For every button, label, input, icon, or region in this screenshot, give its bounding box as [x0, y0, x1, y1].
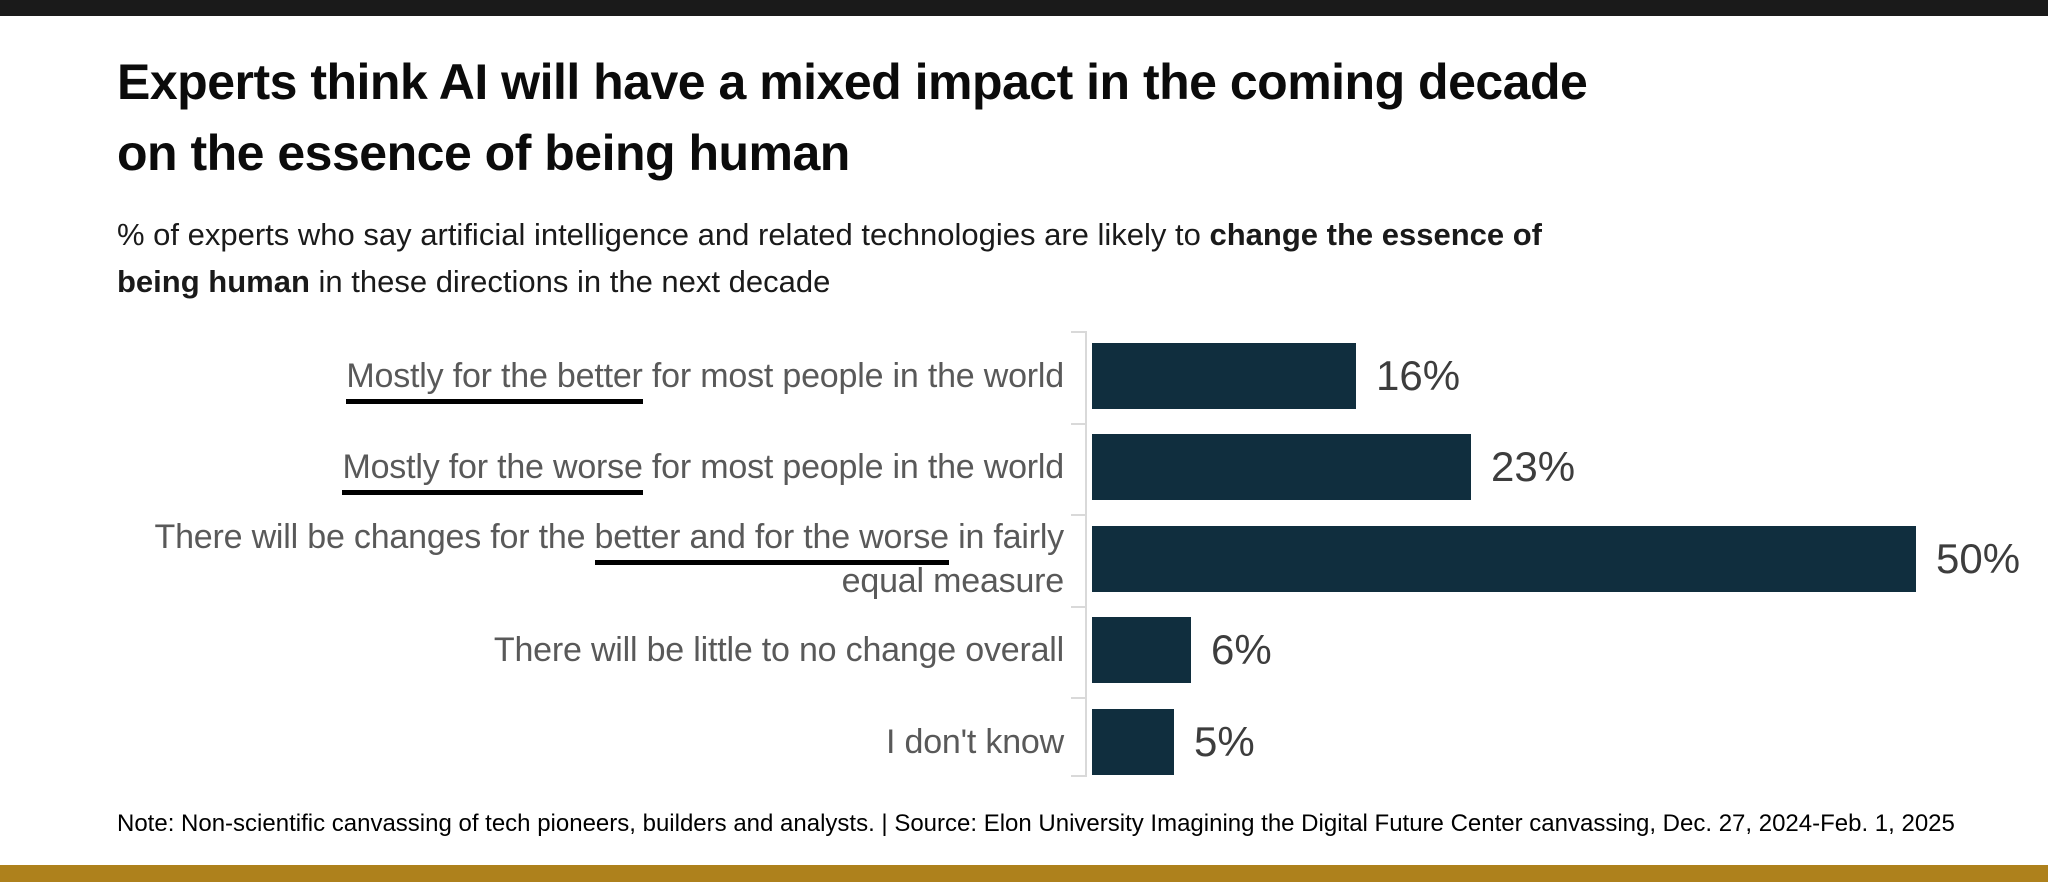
label-text: equal measure	[841, 562, 1065, 600]
underlined-label-text: better and for the worse	[594, 518, 949, 565]
label-text: for most people in the world	[642, 448, 1064, 486]
axis-tick	[1071, 606, 1087, 608]
category-label: There will be changes for the better and…	[0, 518, 1064, 600]
underlined-label-text: Mostly for the worse	[342, 448, 643, 495]
value-label: 5%	[1194, 718, 1255, 765]
label-text: for most people in the world	[642, 357, 1064, 395]
subtitle-text: % of experts who say artificial intellig…	[117, 217, 1210, 252]
source-note: Note: Non-scientific canvassing of tech …	[117, 809, 1977, 839]
axis-tick	[1071, 514, 1087, 516]
value-label: 23%	[1491, 443, 1576, 490]
chart-row-mostly-better: Mostly for the better for most people in…	[0, 343, 2048, 409]
label-text: I don't know	[886, 723, 1064, 761]
subtitle-bold-text: being human	[117, 264, 310, 299]
category-axis-line	[1085, 331, 1087, 777]
category-label: Mostly for the worse for most people in …	[0, 434, 1064, 500]
chart-subtitle-line1: % of experts who say artificial intellig…	[117, 211, 1877, 258]
subtitle-bold-text: change the essence of	[1209, 217, 1542, 252]
label-text: in fairly	[948, 518, 1064, 556]
underlined-label-text: Mostly for the better	[346, 357, 643, 404]
bar-mostly-worse	[1092, 434, 1471, 500]
chart-row-little-change: There will be little to no change overal…	[0, 617, 2048, 683]
chart-title-line2: on the essence of being human	[117, 125, 850, 181]
axis-tick	[1071, 423, 1087, 425]
value-label: 6%	[1211, 626, 1272, 673]
bar-dont-know	[1092, 709, 1174, 775]
category-label: I don't know	[0, 709, 1064, 775]
top-black-bar	[0, 0, 2048, 16]
subtitle-text: in these directions in the next decade	[309, 264, 831, 299]
note-separator: |	[881, 810, 888, 837]
chart-subtitle-line2: being human in these directions in the n…	[117, 258, 1877, 305]
label-text: There will be changes for the	[154, 518, 595, 556]
source-text: Source: Elon University Imagining the Di…	[894, 810, 1955, 837]
chart-subtitle: % of experts who say artificial intellig…	[117, 211, 1877, 305]
value-label: 50%	[1936, 535, 2021, 582]
value-label: 16%	[1376, 352, 1461, 399]
chart-title: Experts think AI will have a mixed impac…	[117, 47, 1977, 189]
chart-row-mostly-worse: Mostly for the worse for most people in …	[0, 434, 2048, 500]
bar-mostly-better	[1092, 343, 1356, 409]
chart-title-line1: Experts think AI will have a mixed impac…	[117, 54, 1588, 110]
category-label: There will be little to no change overal…	[0, 617, 1064, 683]
label-text: There will be little to no change overal…	[493, 631, 1064, 669]
note-text: Note: Non-scientific canvassing of tech …	[117, 810, 875, 837]
bottom-gold-bar	[0, 865, 2048, 882]
chart-row-equal-measure: There will be changes for the better and…	[0, 518, 2048, 600]
axis-tick	[1071, 697, 1087, 699]
axis-tick	[1071, 331, 1087, 333]
bar-equal-measure	[1092, 526, 1916, 592]
bar-little-change	[1092, 617, 1191, 683]
chart-row-dont-know: I don't know 5%	[0, 709, 2048, 775]
axis-tick	[1071, 775, 1087, 777]
category-label: Mostly for the better for most people in…	[0, 343, 1064, 409]
